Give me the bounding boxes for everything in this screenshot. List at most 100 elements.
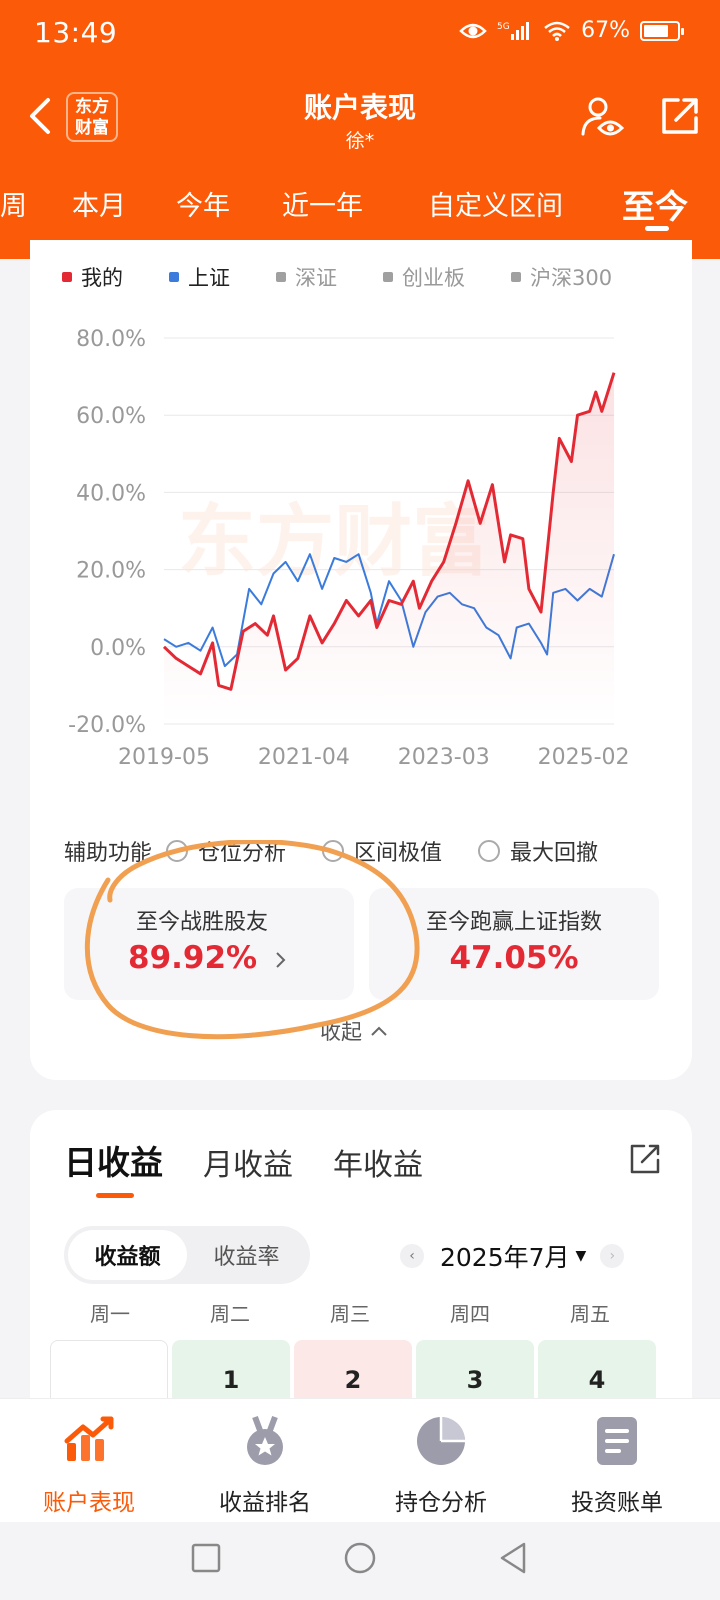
prev-month-button[interactable]: ‹ (400, 1244, 424, 1268)
collapse-label: 收起 (320, 1020, 362, 1044)
series-line-我的 (162, 372, 616, 691)
pie-chart-icon (417, 1417, 465, 1465)
chevron-left-icon (30, 98, 50, 134)
nav-label: 投资账单 (571, 1490, 663, 1516)
segment-rate[interactable]: 收益率 (213, 1245, 280, 1270)
back-nav-icon[interactable] (496, 1540, 532, 1576)
nav-label: 持仓分析 (395, 1490, 487, 1516)
aux-label: 辅助功能 (64, 841, 153, 866)
legend-label: 我的 (81, 266, 123, 290)
y-tick-label: -20.0% (68, 713, 146, 738)
signal-icon: 5G (497, 20, 533, 42)
tab-week[interactable]: 周 (0, 191, 27, 222)
brand-logo: 东方 财富 (66, 92, 118, 142)
weekday-label: 周二 (210, 1302, 250, 1326)
nav-bar: 东方 财富 账户表现 徐* (0, 80, 720, 160)
nav-account-performance[interactable]: 账户表现 (14, 1413, 164, 1517)
tab-daily-returns[interactable]: 日收益 (64, 1136, 163, 1198)
legend-szse[interactable]: 深证 (276, 262, 337, 292)
app-header: 13:49 5G 67% 东方 财富 账户表现 徐* 周 (0, 0, 720, 259)
weekday-header: 周一 周二 周三 周四 周五 (50, 1298, 672, 1327)
radio-range-extremes[interactable]: 区间极值 (322, 835, 442, 867)
beat-index-label: 至今跑赢上证指数 (425, 910, 602, 935)
legend-label: 沪深300 (530, 266, 613, 290)
medal-icon (247, 1415, 283, 1465)
radio-max-drawdown[interactable]: 最大回撤 (478, 835, 598, 867)
export-button[interactable] (628, 1142, 662, 1176)
network-label: 5G (497, 22, 510, 32)
nav-investment-bill[interactable]: 投资账单 (542, 1413, 692, 1517)
home-icon[interactable] (342, 1540, 378, 1576)
back-button[interactable] (22, 94, 62, 138)
weekday-label: 周一 (90, 1302, 130, 1326)
radio-label: 最大回撤 (510, 841, 599, 866)
nav-returns-ranking[interactable]: 收益排名 (190, 1413, 340, 1517)
weekday-label: 周三 (330, 1302, 370, 1326)
tab-since-inception[interactable]: 至今 (622, 187, 688, 226)
system-navigation-bar (0, 1522, 720, 1600)
beat-friends-value: 89.92% (128, 940, 258, 976)
returns-tabs: 日收益 月收益 年收益 (64, 1136, 463, 1198)
legend-sse[interactable]: 上证 (169, 262, 230, 292)
legend-label: 创业板 (402, 266, 465, 290)
tab-custom-range[interactable]: 自定义区间 (428, 191, 563, 222)
x-tick-label: 2023-03 (398, 745, 490, 770)
recent-apps-icon[interactable] (188, 1540, 224, 1576)
performance-card: 我的 上证 深证 创业板 沪深300 东方财富 80.0% 60.0% 40.0% 20… (30, 240, 692, 1080)
tab-this-month[interactable]: 本月 (72, 191, 126, 222)
tab-this-year[interactable]: 今年 (176, 191, 230, 222)
privacy-view-button[interactable] (580, 94, 626, 140)
radio-circle-icon (322, 840, 345, 862)
x-tick-label: 2019-05 (118, 745, 210, 770)
aux-functions: 辅助功能 仓位分析 区间极值 最大回撤 (64, 834, 634, 868)
person-eye-icon (581, 97, 625, 136)
month-selector: ‹ 2025年7月 ▼ › (400, 1236, 625, 1276)
x-tick-label: 2025-02 (538, 745, 630, 770)
radio-position-analysis[interactable]: 仓位分析 (166, 835, 286, 867)
chart-legend: 我的 上证 深证 创业板 沪深300 (62, 262, 612, 292)
beat-friends-label: 至今战胜股友 (136, 910, 269, 935)
radio-label: 仓位分析 (198, 841, 287, 866)
next-month-button[interactable]: › (600, 1244, 625, 1268)
status-bar: 13:49 5G 67% (0, 0, 720, 70)
radio-circle-icon (166, 840, 189, 862)
weekday-label: 周五 (570, 1302, 610, 1326)
legend-label: 上证 (188, 266, 230, 290)
y-tick-label: 20.0% (76, 559, 146, 584)
tab-last-year[interactable]: 近一年 (282, 191, 363, 222)
legend-csi300[interactable]: 沪深300 (511, 262, 612, 292)
eye-icon (459, 21, 487, 41)
radio-circle-icon (478, 840, 501, 862)
x-tick-label: 2021-04 (258, 745, 350, 770)
bottom-navigation: 账户表现 收益排名 持仓分析 投资账单 (0, 1398, 720, 1522)
y-tick-label: 40.0% (76, 481, 146, 506)
returns-card: 日收益 月收益 年收益 收益额 收益率 ‹ 2025年7月 ▼ › 周一 周二 … (30, 1110, 692, 1410)
y-tick-label: 80.0% (76, 327, 146, 352)
beat-index-box: 至今跑赢上证指数 47.05% (369, 888, 659, 1000)
beat-index-value: 47.05% (449, 940, 579, 976)
tab-yearly-returns[interactable]: 年收益 (333, 1148, 423, 1183)
legend-chinext[interactable]: 创业板 (383, 262, 465, 292)
chart-trend-icon (64, 1416, 114, 1461)
status-icons: 5G 67% (459, 18, 684, 43)
performance-line-chart[interactable]: 东方财富80.0%60.0%40.0%20.0%0.0%-20.0%2019-0… (30, 300, 692, 780)
segment-amount[interactable]: 收益额 (68, 1230, 187, 1280)
account-name: 徐* (345, 130, 375, 152)
nav-label: 收益排名 (219, 1490, 311, 1516)
legend-mine[interactable]: 我的 (62, 262, 123, 292)
bill-icon (597, 1417, 637, 1465)
page-title: 账户表现 (303, 91, 416, 124)
collapse-button[interactable]: 收起 (320, 1016, 388, 1046)
y-tick-label: 60.0% (76, 404, 146, 429)
share-icon (630, 1144, 660, 1174)
nav-label: 账户表现 (43, 1490, 135, 1516)
wifi-icon (543, 20, 571, 42)
caret-down-icon[interactable]: ▼ (575, 1248, 587, 1264)
nav-position-analysis[interactable]: 持仓分析 (366, 1413, 516, 1517)
share-icon (662, 98, 698, 134)
share-button[interactable] (658, 94, 702, 138)
beat-friends-box[interactable]: 至今战胜股友 89.92% (64, 888, 354, 1000)
tab-monthly-returns[interactable]: 月收益 (203, 1148, 293, 1183)
month-label[interactable]: 2025年7月 (440, 1243, 570, 1272)
chevron-up-icon (371, 1026, 387, 1036)
